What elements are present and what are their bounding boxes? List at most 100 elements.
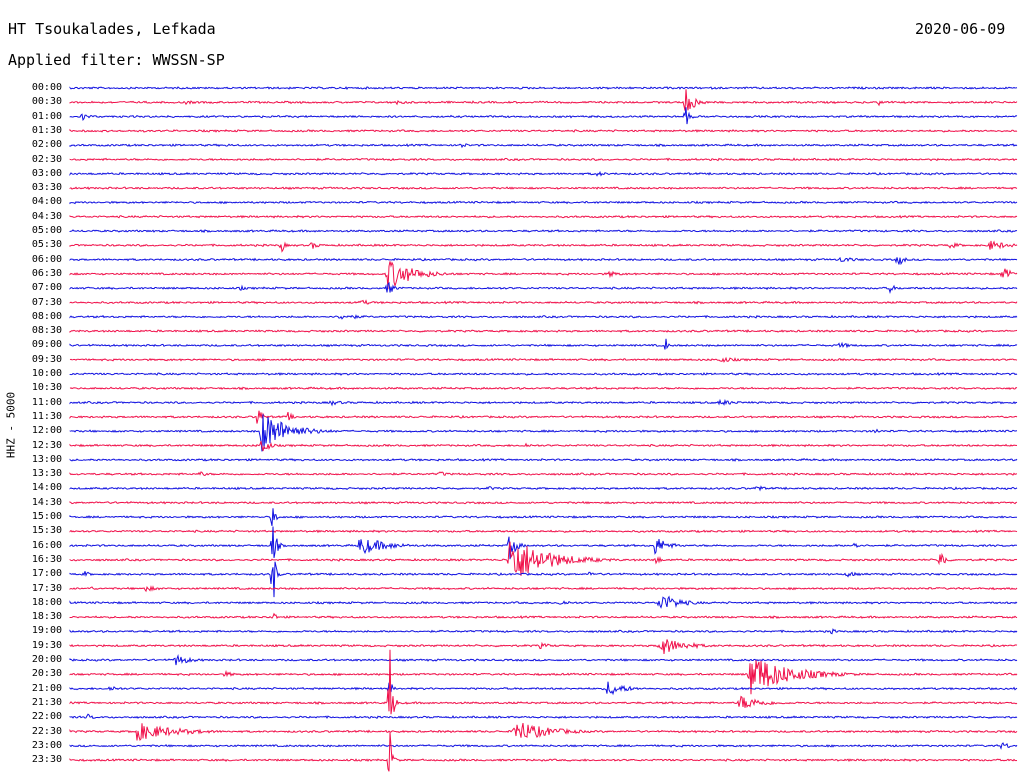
time-label: 04:00 (31, 196, 62, 208)
time-label: 00:00 (31, 82, 62, 93)
time-label: 09:00 (31, 339, 62, 351)
trace-row-0400 (69, 200, 1018, 205)
trace-row-2300 (69, 742, 1018, 750)
trace-row-2100 (69, 681, 1018, 696)
trace-row-1900 (69, 628, 1018, 635)
time-label: 09:30 (31, 353, 62, 365)
trace-row-1030 (69, 386, 1018, 391)
time-label: 22:00 (31, 711, 62, 723)
trace-row-0030 (69, 89, 1018, 111)
time-label: 05:00 (31, 225, 62, 236)
trace-row-2130 (69, 649, 1018, 715)
trace-row-1100 (69, 398, 1018, 407)
trace-row-1600 (69, 526, 1018, 560)
time-label: 18:30 (31, 611, 62, 623)
trace-row-0830 (69, 329, 1018, 333)
trace-row-0700 (69, 281, 1018, 294)
time-label: 07:00 (31, 282, 62, 294)
time-label: 07:30 (31, 296, 62, 308)
trace-row-0900 (69, 338, 1018, 350)
time-label: 22:30 (31, 725, 62, 737)
trace-row-1930 (69, 639, 1018, 655)
trace-row-1230 (69, 441, 1018, 452)
time-label: 11:00 (31, 396, 62, 408)
trace-row-0200 (69, 143, 1018, 149)
trace-row-0430 (69, 214, 1018, 219)
trace-row-1430 (69, 500, 1018, 505)
time-label: 04:30 (31, 210, 62, 222)
time-label: 16:00 (31, 539, 62, 551)
trace-row-1400 (69, 485, 1018, 492)
trace-row-1530 (69, 529, 1018, 534)
time-label: 11:30 (31, 410, 62, 422)
time-label: 19:00 (31, 625, 62, 637)
trace-row-1130 (69, 410, 1018, 424)
trace-row-0100 (69, 107, 1018, 125)
time-label: 18:00 (31, 596, 62, 608)
time-label: 01:30 (31, 124, 62, 136)
trace-row-1730 (69, 585, 1018, 593)
trace-row-0630 (69, 261, 1018, 290)
time-label: 21:30 (31, 696, 62, 708)
time-label: 15:00 (31, 511, 62, 522)
time-label: 08:30 (31, 325, 62, 337)
time-label: 14:00 (31, 482, 62, 494)
trace-row-0000 (69, 86, 1018, 90)
trace-row-0600 (69, 256, 1018, 266)
time-labels: 00:00 00:30 01:00 01:30 02:00 02:30 03:00 03:30… (0, 0, 62, 780)
trace-row-0330 (69, 186, 1018, 190)
trace-row-1000 (69, 372, 1018, 376)
trace-row-0800 (69, 314, 1018, 320)
trace-row-1830 (69, 612, 1018, 620)
time-label: 06:30 (31, 267, 62, 279)
trace-row-0530 (69, 240, 1018, 253)
trace-row-2000 (69, 654, 1018, 666)
time-label: 23:30 (31, 754, 62, 766)
time-label: 15:30 (31, 525, 62, 537)
time-label: 10:30 (31, 382, 62, 394)
time-label: 13:30 (31, 468, 62, 480)
trace-row-1300 (69, 457, 1018, 462)
trace-row-2200 (69, 713, 1018, 720)
time-label: 16:30 (31, 553, 62, 565)
trace-row-1630 (69, 541, 1018, 576)
time-label: 17:30 (31, 582, 62, 594)
trace-row-1200 (69, 414, 1018, 452)
record-date: 2020-06-09 (915, 20, 1006, 38)
trace-row-0230 (69, 157, 1018, 162)
time-label: 00:30 (31, 96, 62, 108)
trace-row-0130 (69, 128, 1018, 133)
trace-row-1800 (69, 595, 1018, 609)
trace-row-1500 (69, 508, 1018, 527)
trace-row-2330 (69, 732, 1018, 772)
time-label: 21:00 (31, 682, 62, 694)
trace-row-0930 (69, 356, 1018, 363)
time-label: 20:30 (31, 668, 62, 680)
time-label: 02:30 (31, 153, 62, 165)
time-label: 20:00 (31, 654, 62, 665)
time-label: 14:30 (31, 496, 62, 508)
time-label: 13:00 (31, 453, 62, 465)
time-label: 03:00 (31, 167, 62, 179)
time-label: 08:00 (31, 310, 62, 322)
filter-label: Applied filter: WWSSN-SP (8, 51, 225, 69)
time-label: 10:00 (31, 368, 62, 379)
time-label: 19:30 (31, 639, 62, 651)
time-label: 12:30 (31, 439, 62, 451)
time-label: 02:00 (31, 139, 62, 151)
trace-row-0300 (69, 170, 1018, 177)
trace-row-0500 (69, 229, 1018, 234)
trace-row-0730 (69, 299, 1018, 305)
trace-row-1330 (69, 471, 1017, 477)
time-label: 01:00 (31, 110, 62, 122)
station-title: HT Tsoukalades, Lefkada (8, 20, 216, 38)
time-label: 06:00 (31, 253, 62, 265)
trace-row-2230 (69, 723, 1018, 742)
time-label: 03:30 (31, 182, 62, 194)
time-label: 23:00 (31, 739, 62, 751)
trace-row-1700 (69, 561, 1018, 598)
time-label: 12:00 (31, 425, 62, 437)
time-label: 17:00 (31, 568, 62, 580)
trace-row-2030 (69, 660, 1018, 695)
